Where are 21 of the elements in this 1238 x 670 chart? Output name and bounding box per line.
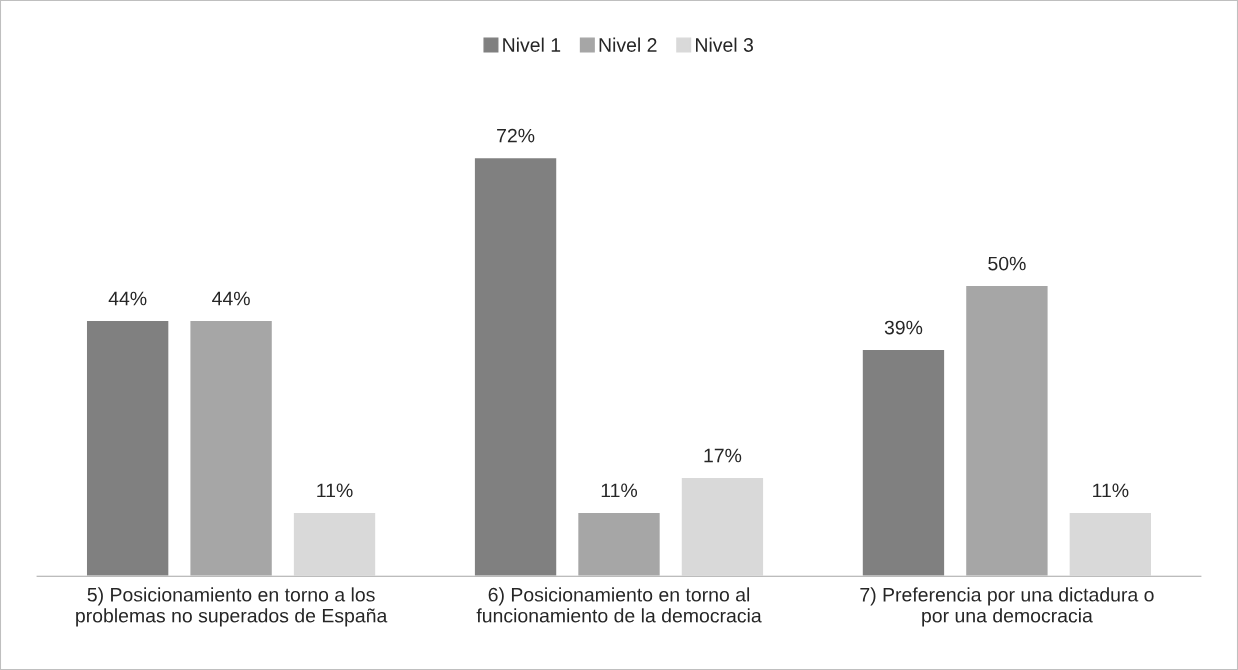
x-tick-label: 5) Posicionamiento en torno a los problemas no superados de España — [76, 587, 388, 627]
bar — [1068, 511, 1153, 577]
bar — [473, 156, 558, 577]
legend-label: Nivel 1 — [503, 37, 561, 52]
data-label: 17% — [704, 448, 742, 463]
data-label: 72% — [497, 128, 535, 143]
bar — [292, 511, 377, 577]
bar — [680, 476, 765, 577]
bar — [85, 319, 170, 577]
data-label: 44% — [212, 291, 250, 306]
data-label: 44% — [108, 291, 147, 306]
data-label: 11% — [317, 483, 353, 498]
legend-label: Nivel 3 — [696, 37, 753, 52]
data-label: 50% — [988, 256, 1026, 271]
x-tick-label: 7) Preferencia por una dictadura o por una democracia — [860, 587, 1154, 627]
data-label: 39% — [884, 320, 923, 335]
legend-label: Nivel 2 — [599, 37, 657, 52]
bar — [861, 348, 946, 577]
data-label: 11% — [601, 483, 638, 498]
data-label: 11% — [1093, 483, 1129, 498]
x-tick-label: 6) Posicionamiento en torno al funcionamiento de la democracia — [476, 587, 762, 623]
